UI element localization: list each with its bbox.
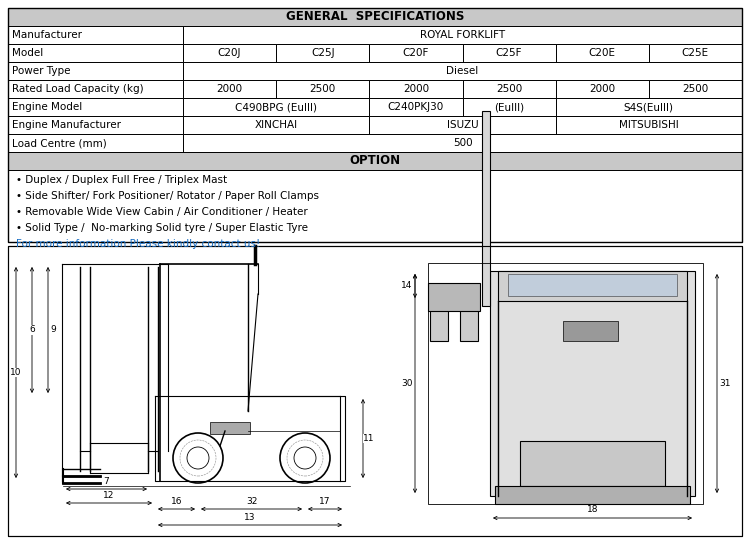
Text: Model: Model: [12, 48, 44, 58]
Text: C20E: C20E: [589, 48, 616, 58]
Bar: [508, 274, 677, 296]
Text: S4S(EuIII): S4S(EuIII): [624, 102, 674, 112]
Text: 32: 32: [246, 496, 257, 505]
Bar: [556, 98, 742, 116]
Text: 7: 7: [104, 476, 110, 485]
Bar: [495, 486, 690, 504]
Bar: [428, 283, 480, 311]
Bar: [183, 134, 742, 152]
Bar: [369, 44, 463, 62]
Bar: [428, 263, 703, 504]
Text: GENERAL  SPECIFICATIONS: GENERAL SPECIFICATIONS: [286, 10, 464, 24]
Bar: [8, 152, 742, 170]
Text: 9: 9: [50, 326, 55, 334]
Text: 12: 12: [104, 490, 115, 500]
Text: MITSUBISHI: MITSUBISHI: [619, 120, 679, 130]
Text: ROYAL FORKLIFT: ROYAL FORKLIFT: [420, 30, 505, 40]
Text: Rated Load Capacity (kg): Rated Load Capacity (kg): [12, 84, 144, 94]
Bar: [490, 271, 695, 496]
Bar: [8, 26, 183, 44]
Text: 2500: 2500: [310, 84, 336, 94]
Bar: [8, 80, 183, 98]
Bar: [562, 321, 617, 341]
Bar: [430, 301, 448, 341]
Bar: [8, 116, 183, 134]
Bar: [8, 44, 183, 62]
Text: 2000: 2000: [590, 84, 615, 94]
Bar: [369, 80, 463, 98]
Text: 31: 31: [719, 379, 730, 388]
Text: • Duplex / Duplex Full Free / Triplex Mast: • Duplex / Duplex Full Free / Triplex Ma…: [16, 175, 227, 185]
Text: 16: 16: [171, 496, 182, 505]
Bar: [210, 422, 250, 434]
Bar: [183, 26, 742, 44]
Bar: [183, 98, 369, 116]
Bar: [482, 111, 490, 306]
Bar: [460, 301, 478, 341]
Bar: [369, 116, 556, 134]
Text: 6: 6: [29, 326, 34, 334]
Text: • Removable Wide View Cabin / Air Conditioner / Heater: • Removable Wide View Cabin / Air Condit…: [16, 207, 307, 217]
Text: 2500: 2500: [682, 84, 709, 94]
Text: Load Centre (mm): Load Centre (mm): [12, 138, 106, 148]
Text: Power Type: Power Type: [12, 66, 70, 76]
Bar: [556, 80, 649, 98]
Bar: [649, 80, 742, 98]
Bar: [463, 80, 556, 98]
Text: XINCHAI: XINCHAI: [254, 120, 298, 130]
Text: Engine Manufacturer: Engine Manufacturer: [12, 120, 121, 130]
Text: C20F: C20F: [403, 48, 429, 58]
Bar: [498, 271, 687, 301]
Text: 13: 13: [244, 512, 256, 522]
Text: (EuIII): (EuIII): [494, 102, 524, 112]
Bar: [520, 441, 665, 486]
Text: 30: 30: [401, 379, 412, 388]
Text: Diesel: Diesel: [446, 66, 478, 76]
Text: C25E: C25E: [682, 48, 709, 58]
Text: For more information Please kindly contact us!: For more information Please kindly conta…: [16, 239, 260, 249]
Bar: [556, 44, 649, 62]
Text: 2500: 2500: [496, 84, 522, 94]
Bar: [183, 62, 742, 80]
Bar: [183, 44, 276, 62]
Text: 500: 500: [453, 138, 472, 148]
Text: C25F: C25F: [496, 48, 522, 58]
Text: 14: 14: [401, 281, 412, 291]
Text: 2000: 2000: [217, 84, 243, 94]
Bar: [183, 80, 276, 98]
Bar: [8, 8, 742, 242]
Bar: [649, 44, 742, 62]
Text: 18: 18: [586, 504, 598, 514]
Bar: [276, 80, 369, 98]
Bar: [8, 134, 183, 152]
Bar: [183, 116, 369, 134]
Text: ISUZU: ISUZU: [447, 120, 478, 130]
Bar: [556, 116, 742, 134]
Bar: [276, 44, 369, 62]
Text: Engine Model: Engine Model: [12, 102, 82, 112]
Text: C25J: C25J: [311, 48, 334, 58]
Bar: [463, 98, 556, 116]
Bar: [369, 98, 463, 116]
Text: Manufacturer: Manufacturer: [12, 30, 82, 40]
Bar: [8, 98, 183, 116]
Text: 2000: 2000: [403, 84, 429, 94]
Text: 11: 11: [363, 434, 375, 443]
Bar: [8, 8, 742, 26]
Text: C240PKJ30: C240PKJ30: [388, 102, 444, 112]
Text: 10: 10: [10, 368, 22, 377]
Bar: [463, 44, 556, 62]
Text: OPTION: OPTION: [350, 154, 400, 167]
Text: • Side Shifter/ Fork Positioner/ Rotator / Paper Roll Clamps: • Side Shifter/ Fork Positioner/ Rotator…: [16, 191, 319, 201]
Text: 17: 17: [320, 496, 331, 505]
Bar: [8, 246, 742, 536]
Bar: [8, 62, 183, 80]
Text: C490BPG (EuIII): C490BPG (EuIII): [236, 102, 317, 112]
Text: • Solid Type /  No-marking Solid tyre / Super Elastic Tyre: • Solid Type / No-marking Solid tyre / S…: [16, 223, 308, 233]
Text: C20J: C20J: [217, 48, 242, 58]
Bar: [8, 170, 742, 242]
Bar: [8, 246, 742, 536]
